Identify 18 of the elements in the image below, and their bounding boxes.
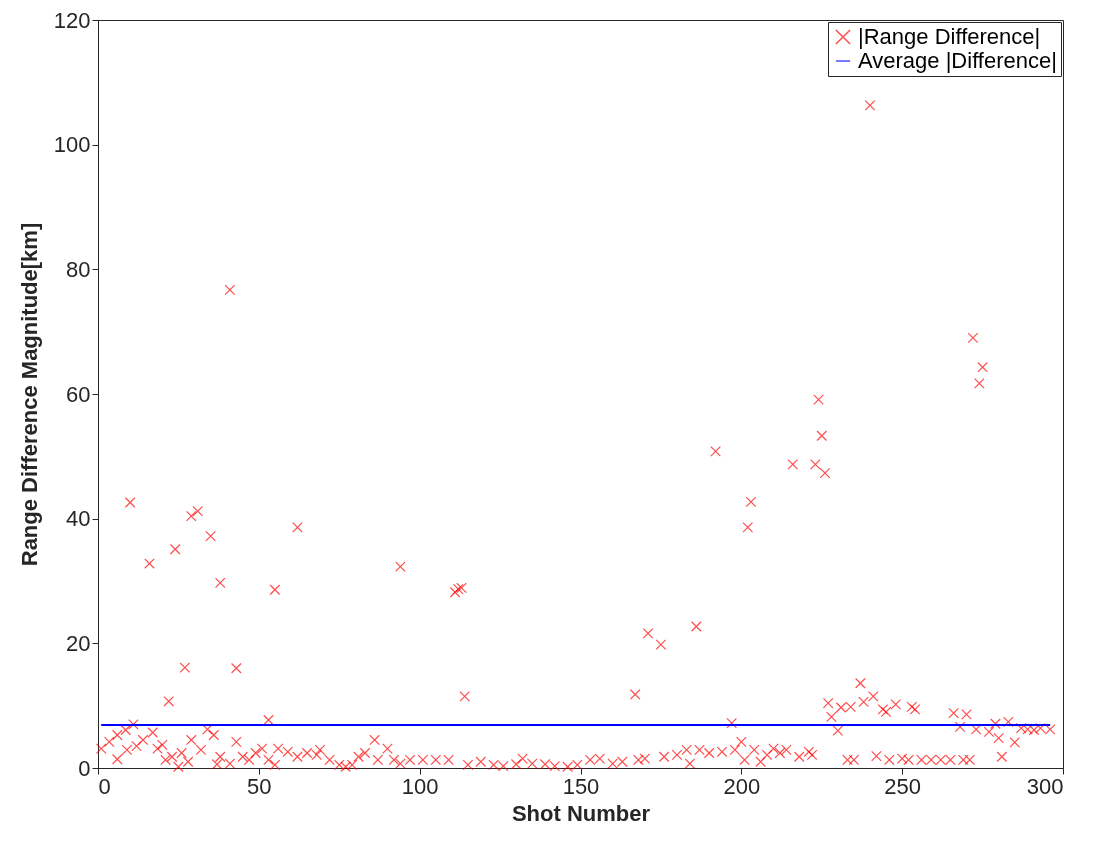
x-tick-label: 200 [723, 773, 761, 799]
x-tick-label: 250 [884, 773, 922, 799]
y-tick-label: 0 [78, 755, 91, 781]
x-tick-label: 300 [1026, 773, 1064, 799]
legend-label: Average |Difference| [858, 48, 1057, 73]
y-tick-label: 100 [53, 132, 91, 158]
y-tick-label: 120 [53, 7, 91, 33]
x-tick-label: 0 [98, 773, 111, 799]
x-tick-label: 150 [562, 773, 600, 799]
y-tick-label: 40 [66, 506, 91, 532]
x-axis-title: Shot Number [511, 800, 651, 826]
x-tick-label: 100 [401, 773, 439, 799]
y-tick-label: 20 [66, 630, 91, 656]
x-tick-label: 50 [247, 773, 272, 799]
y-axis-title: Range Difference Magnitude[km] [16, 222, 42, 567]
y-tick-label: 60 [66, 381, 91, 407]
legend-label: |Range Difference| [858, 24, 1041, 49]
y-tick-label: 80 [66, 256, 91, 282]
